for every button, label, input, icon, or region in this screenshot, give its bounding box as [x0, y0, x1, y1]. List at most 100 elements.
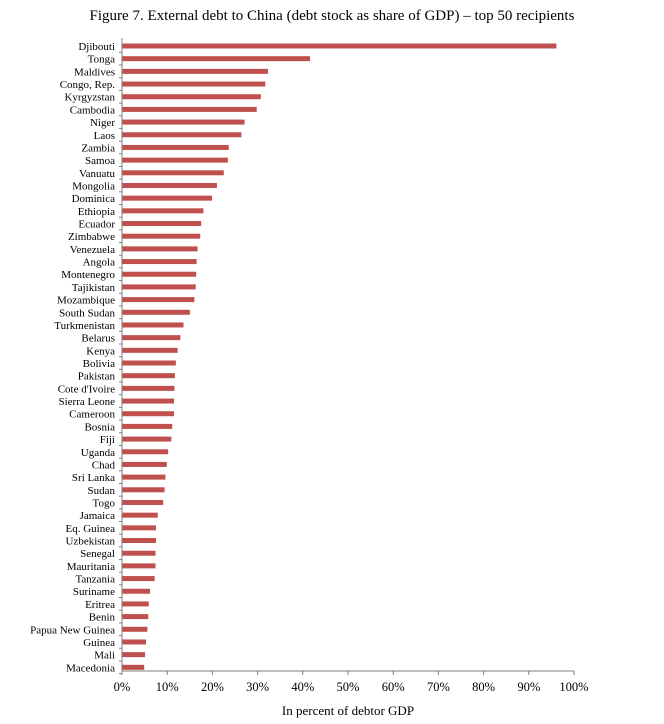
- category-label: Montenegro: [61, 269, 115, 281]
- x-tick-label: 10%: [156, 680, 179, 694]
- bar: [122, 423, 173, 429]
- category-label: Niger: [90, 117, 115, 129]
- x-axis-title: In percent of debtor GDP: [281, 703, 415, 718]
- bar: [122, 259, 197, 265]
- category-label: Maldives: [74, 66, 115, 78]
- category-label: Zimbabwe: [68, 231, 115, 243]
- bar: [122, 284, 196, 290]
- category-label: Macedonia: [66, 662, 115, 674]
- category-label: Turkmenistan: [54, 320, 115, 332]
- category-label: Mauritania: [67, 561, 115, 573]
- category-label: Jamaica: [80, 510, 116, 522]
- category-label: Papua New Guinea: [30, 624, 115, 636]
- category-label: Chad: [92, 459, 116, 471]
- category-label: Djibouti: [78, 41, 115, 53]
- bar: [122, 538, 156, 544]
- category-label: Tonga: [88, 54, 115, 66]
- bar: [122, 373, 175, 379]
- bar: [122, 81, 266, 87]
- bar: [122, 43, 557, 49]
- bar: [122, 322, 184, 328]
- category-label: Benin: [89, 612, 116, 624]
- x-axis: 0% 10% 20% 30% 40% 50% 60% 70% 80% 90% 100%: [114, 38, 589, 694]
- category-label: Vanuatu: [79, 168, 116, 180]
- bar: [122, 474, 166, 480]
- category-label: Tajikistan: [72, 282, 116, 294]
- bar: [122, 309, 190, 315]
- x-tick-label: 50%: [337, 680, 360, 694]
- bar: [122, 208, 204, 214]
- category-label: Tanzania: [75, 574, 115, 586]
- bar: [122, 601, 149, 607]
- bar: [122, 398, 175, 404]
- bar: [122, 119, 245, 125]
- category-label: Mozambique: [57, 295, 115, 307]
- bar: [122, 411, 175, 417]
- category-label: Angola: [83, 257, 116, 269]
- category-label: Zambia: [81, 142, 115, 154]
- category-label: Belarus: [81, 333, 115, 345]
- category-label: Dominica: [72, 193, 115, 205]
- bar: [122, 461, 167, 467]
- bar: [122, 626, 148, 632]
- chart-title: Figure 7. External debt to China (debt s…: [89, 8, 575, 24]
- category-label: Fiji: [100, 434, 115, 446]
- category-label: Cote d'Ivoire: [58, 383, 115, 395]
- bar: [122, 639, 146, 645]
- category-label: Cambodia: [70, 104, 115, 116]
- bar: [122, 360, 176, 366]
- x-tick-label: 90%: [517, 680, 540, 694]
- bar: [122, 449, 169, 455]
- category-label: Bosnia: [84, 421, 115, 433]
- x-tick-label: 0%: [114, 680, 131, 694]
- x-tick-label: 100%: [559, 680, 588, 694]
- category-label: Venezuela: [70, 244, 115, 256]
- bar: [122, 487, 165, 493]
- bar: [122, 297, 195, 303]
- bars-group: [122, 43, 557, 670]
- x-tick-label: 60%: [382, 680, 405, 694]
- category-label: Ethiopia: [78, 206, 115, 218]
- bar: [122, 56, 311, 62]
- category-label: South Sudan: [59, 307, 115, 319]
- bar: [122, 525, 156, 531]
- category-label: Eq. Guinea: [66, 523, 116, 535]
- bar: [122, 233, 201, 239]
- bar: [122, 221, 202, 227]
- x-tick-label: 40%: [291, 680, 314, 694]
- bar: [122, 106, 257, 112]
- bar: [122, 347, 178, 353]
- category-label: Kenya: [86, 345, 115, 357]
- category-label: Sri Lanka: [72, 472, 115, 484]
- bar: [122, 94, 261, 100]
- bar: [122, 182, 217, 188]
- bar: [122, 664, 145, 670]
- bar: [122, 195, 212, 201]
- category-label: Samoa: [85, 155, 115, 167]
- bar: [122, 335, 181, 341]
- category-label: Ecuador: [78, 219, 115, 231]
- category-label: Senegal: [80, 548, 115, 560]
- x-tick-label: 80%: [472, 680, 495, 694]
- category-label: Mongolia: [72, 180, 115, 192]
- bar: [122, 563, 156, 569]
- bar: [122, 246, 198, 252]
- category-label: Eritrea: [85, 599, 115, 611]
- bar: [122, 436, 172, 442]
- category-label: Kyrgyzstan: [64, 92, 115, 104]
- bar: [122, 588, 151, 594]
- category-label: Pakistan: [78, 371, 116, 383]
- bar: [122, 550, 156, 556]
- bar: [122, 652, 146, 658]
- x-tick-label: 20%: [201, 680, 224, 694]
- bar: [122, 144, 229, 150]
- category-label: Congo, Rep.: [60, 79, 116, 91]
- category-label: Cameroon: [69, 409, 115, 421]
- category-label: Sudan: [88, 485, 116, 497]
- category-label: Sierra Leone: [59, 396, 116, 408]
- category-label: Suriname: [73, 586, 115, 598]
- category-label: Uganda: [81, 447, 115, 459]
- bar: [122, 157, 228, 163]
